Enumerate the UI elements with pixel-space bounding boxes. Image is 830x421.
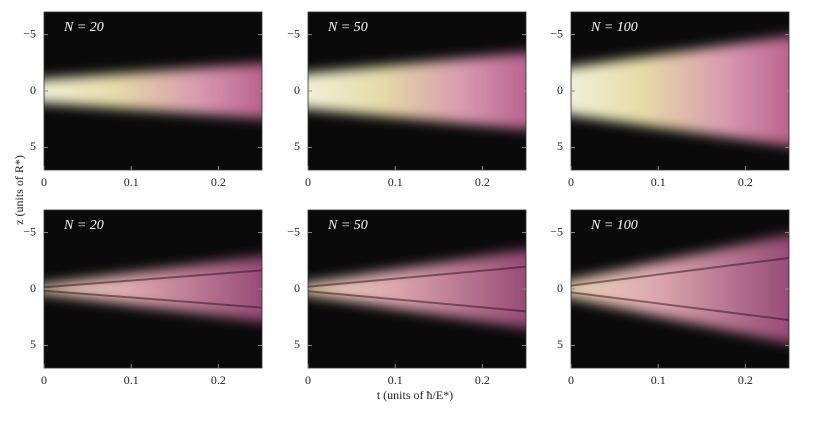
plume bbox=[308, 249, 526, 329]
y-tick-label: 5 bbox=[557, 337, 563, 351]
heatmap bbox=[44, 256, 262, 322]
x-tick-label: 0 bbox=[41, 175, 47, 189]
x-tick-label: 0.2 bbox=[475, 175, 490, 189]
dark-fringe bbox=[308, 265, 526, 288]
y-tick-label: −5 bbox=[550, 224, 563, 238]
plume bbox=[308, 52, 526, 130]
y-tick-label: 5 bbox=[557, 139, 563, 153]
dark-fringe bbox=[44, 269, 262, 289]
y-tick-label: 5 bbox=[294, 139, 300, 153]
y-tick-label: 5 bbox=[294, 337, 300, 351]
panel-annotation: N = 50 bbox=[327, 20, 368, 35]
dark-fringe bbox=[571, 291, 789, 322]
y-tick-label: 0 bbox=[294, 83, 300, 97]
heatmap bbox=[308, 249, 526, 329]
x-tick-label: 0.1 bbox=[651, 175, 666, 189]
dark-fringe bbox=[308, 290, 526, 313]
x-axis-label: t (units of ħ/E*) bbox=[377, 388, 453, 402]
panel-annotation: N = 20 bbox=[63, 218, 104, 233]
y-axis-label: z (units of R*) bbox=[12, 155, 26, 225]
dark-fringe bbox=[571, 256, 789, 287]
x-tick-label: 0.2 bbox=[211, 373, 226, 387]
y-tick-label: 0 bbox=[30, 83, 36, 97]
y-tick-label: −5 bbox=[550, 26, 563, 40]
panel-annotation: N = 50 bbox=[327, 218, 368, 233]
x-tick-label: 0 bbox=[568, 175, 574, 189]
x-tick-label: 0 bbox=[41, 373, 47, 387]
panel-annotation: N = 100 bbox=[590, 20, 638, 35]
plume bbox=[44, 256, 262, 322]
x-tick-label: 0.1 bbox=[651, 373, 666, 387]
heatmap bbox=[571, 35, 789, 147]
y-tick-label: 0 bbox=[294, 281, 300, 295]
x-tick-label: 0 bbox=[568, 373, 574, 387]
heatmap bbox=[571, 234, 789, 344]
plume bbox=[571, 234, 789, 344]
x-tick-label: 0.2 bbox=[738, 373, 753, 387]
y-tick-label: 0 bbox=[557, 281, 563, 295]
x-tick-label: 0.1 bbox=[124, 175, 139, 189]
x-tick-label: 0.2 bbox=[211, 175, 226, 189]
heatmap bbox=[44, 63, 262, 119]
y-tick-label: 0 bbox=[557, 83, 563, 97]
y-tick-label: 5 bbox=[30, 139, 36, 153]
x-tick-label: 0 bbox=[305, 175, 311, 189]
plume bbox=[571, 35, 789, 147]
y-tick-label: −5 bbox=[23, 224, 36, 238]
y-tick-label: 0 bbox=[30, 281, 36, 295]
x-tick-label: 0.1 bbox=[388, 373, 403, 387]
dark-fringe bbox=[44, 289, 262, 309]
x-tick-label: 0.2 bbox=[475, 373, 490, 387]
y-tick-label: −5 bbox=[287, 224, 300, 238]
panel-annotation: N = 100 bbox=[590, 218, 638, 233]
y-tick-label: −5 bbox=[287, 26, 300, 40]
x-tick-label: 0.2 bbox=[738, 175, 753, 189]
y-tick-label: 5 bbox=[30, 337, 36, 351]
x-tick-label: 0.1 bbox=[124, 373, 139, 387]
plume bbox=[44, 63, 262, 119]
x-tick-label: 0 bbox=[305, 373, 311, 387]
heatmap bbox=[308, 52, 526, 130]
x-tick-label: 0.1 bbox=[388, 175, 403, 189]
panel-annotation: N = 20 bbox=[63, 20, 104, 35]
y-tick-label: −5 bbox=[23, 26, 36, 40]
